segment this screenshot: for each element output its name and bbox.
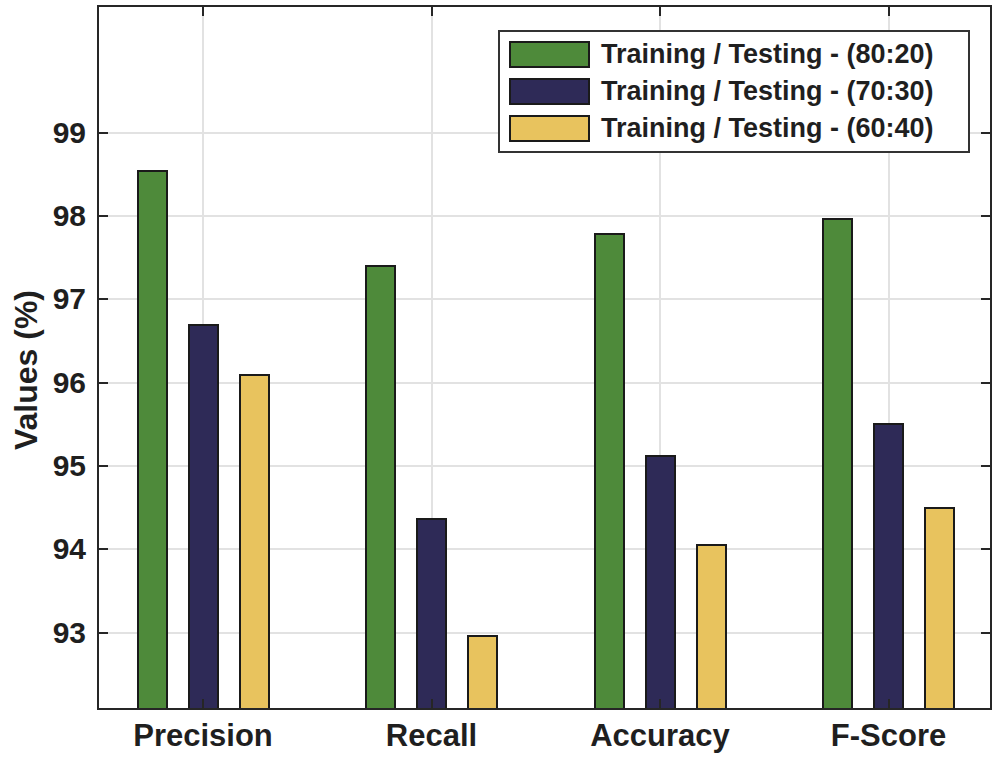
legend-label: Training / Testing - (80:20): [601, 41, 934, 68]
y-tick-right: [981, 298, 990, 300]
y-tick-label: 93: [18, 615, 86, 651]
y-tick-right: [981, 215, 990, 217]
y-tick-left: [99, 632, 108, 634]
bar-f-score-s2: [924, 507, 955, 710]
y-tick-left: [99, 298, 108, 300]
h-gridline: [97, 465, 992, 467]
bar-chart-figure: 93949596979899PrecisionRecallAccuracyF-S…: [0, 0, 1000, 773]
legend-swatch-70-30: [509, 78, 590, 105]
bar-accuracy-s0: [594, 233, 625, 710]
y-tick-left: [99, 465, 108, 467]
x-category-label: Precision: [89, 718, 317, 754]
h-gridline: [97, 215, 992, 217]
y-tick-left: [99, 132, 108, 134]
y-tick-left: [99, 215, 108, 217]
y-tick-right: [981, 548, 990, 550]
x-category-label: Recall: [318, 718, 546, 754]
y-tick-label: 99: [18, 115, 86, 151]
bar-recall-s2: [467, 635, 498, 710]
h-gridline: [97, 632, 992, 634]
legend-label: Training / Testing - (70:30): [601, 78, 934, 105]
y-axis-label: Values (%): [8, 210, 48, 530]
x-category-label: Accuracy: [546, 718, 774, 754]
x-tick-top: [659, 7, 661, 16]
legend-item: Training / Testing - (80:20): [509, 37, 968, 71]
bar-precision-s0: [137, 170, 168, 710]
h-gridline: [97, 298, 992, 300]
bar-f-score-s0: [822, 218, 853, 711]
y-tick-right: [981, 632, 990, 634]
y-tick-left: [99, 382, 108, 384]
bar-recall-s1: [416, 518, 447, 710]
bar-accuracy-s2: [696, 544, 727, 710]
legend-swatch-80-20: [509, 41, 590, 68]
x-tick-top: [888, 7, 890, 16]
legend-item: Training / Testing - (70:30): [509, 75, 968, 109]
bar-f-score-s1: [873, 423, 904, 710]
h-gridline: [97, 548, 992, 550]
x-category-label: F-Score: [775, 718, 1000, 754]
x-tick-top: [202, 7, 204, 16]
x-tick-bottom: [659, 699, 661, 708]
x-tick-bottom: [202, 699, 204, 708]
legend-item: Training / Testing - (60:40): [509, 112, 968, 146]
x-tick-top: [431, 7, 433, 16]
y-tick-left: [99, 548, 108, 550]
bar-precision-s1: [188, 324, 219, 710]
y-tick-right: [981, 465, 990, 467]
legend-label: Training / Testing - (60:40): [601, 115, 934, 142]
y-tick-right: [981, 132, 990, 134]
x-tick-bottom: [431, 699, 433, 708]
y-tick-right: [981, 382, 990, 384]
legend-swatch-60-40: [509, 115, 590, 142]
h-gridline: [97, 382, 992, 384]
legend: Training / Testing - (80:20) Training / …: [498, 30, 970, 153]
x-tick-bottom: [888, 699, 890, 708]
bar-precision-s2: [239, 374, 270, 710]
y-tick-label: 94: [18, 531, 86, 567]
bar-accuracy-s1: [645, 455, 676, 710]
bar-recall-s0: [365, 265, 396, 710]
